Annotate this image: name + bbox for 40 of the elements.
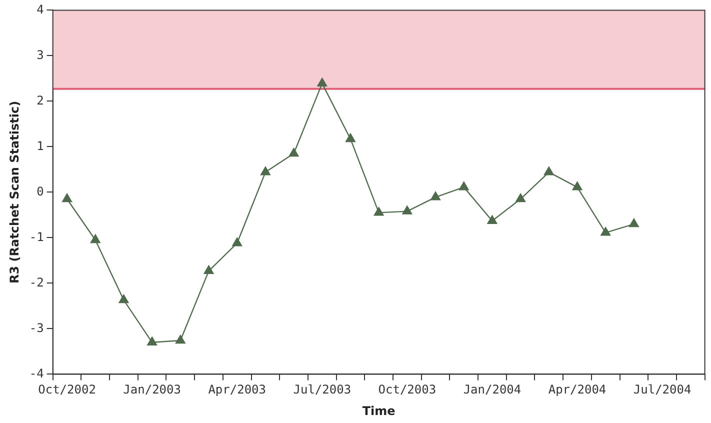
point xyxy=(317,78,328,87)
y-tick-label: 0 xyxy=(36,184,44,198)
point xyxy=(232,238,242,246)
y-axis-title: R3 (Ratchet Scan Statistic) xyxy=(7,100,22,284)
x-tick-label: Oct/2002 xyxy=(38,382,96,397)
point xyxy=(629,218,639,228)
y-tick-label: 1 xyxy=(36,138,44,153)
point xyxy=(90,234,100,244)
point xyxy=(118,294,129,304)
x-tick-label: Jan/2004 xyxy=(463,382,522,397)
point xyxy=(600,227,611,236)
y-tick-label: -1 xyxy=(29,230,44,244)
point xyxy=(288,148,299,157)
y-tick-label: 3 xyxy=(36,48,44,62)
point xyxy=(204,265,214,274)
point xyxy=(62,193,72,202)
point xyxy=(516,193,526,202)
y-tick-label: 2 xyxy=(36,93,44,108)
point xyxy=(487,215,498,224)
point xyxy=(402,206,412,214)
y-tick-label: -2 xyxy=(29,275,44,290)
x-tick-label: Oct/2003 xyxy=(378,382,436,397)
x-tick-label: Jan/2003 xyxy=(123,382,181,397)
x-tick-label: Jul/2003 xyxy=(293,382,352,397)
x-tick-label: Jul/2004 xyxy=(633,382,692,397)
x-tick-label: Apr/2003 xyxy=(208,382,266,397)
point xyxy=(175,334,186,344)
point xyxy=(346,133,356,142)
point xyxy=(260,166,270,176)
point xyxy=(572,182,582,190)
y-tick-label: -3 xyxy=(29,320,44,335)
x-tick-label: Apr/2004 xyxy=(548,382,606,397)
y-tick-label: 4 xyxy=(36,2,44,16)
point xyxy=(147,336,157,346)
x-axis-title: Time xyxy=(362,404,396,418)
y-tick-label: -4 xyxy=(29,366,44,380)
point xyxy=(430,192,440,200)
point xyxy=(458,182,469,190)
point xyxy=(544,166,554,176)
point xyxy=(374,207,384,216)
